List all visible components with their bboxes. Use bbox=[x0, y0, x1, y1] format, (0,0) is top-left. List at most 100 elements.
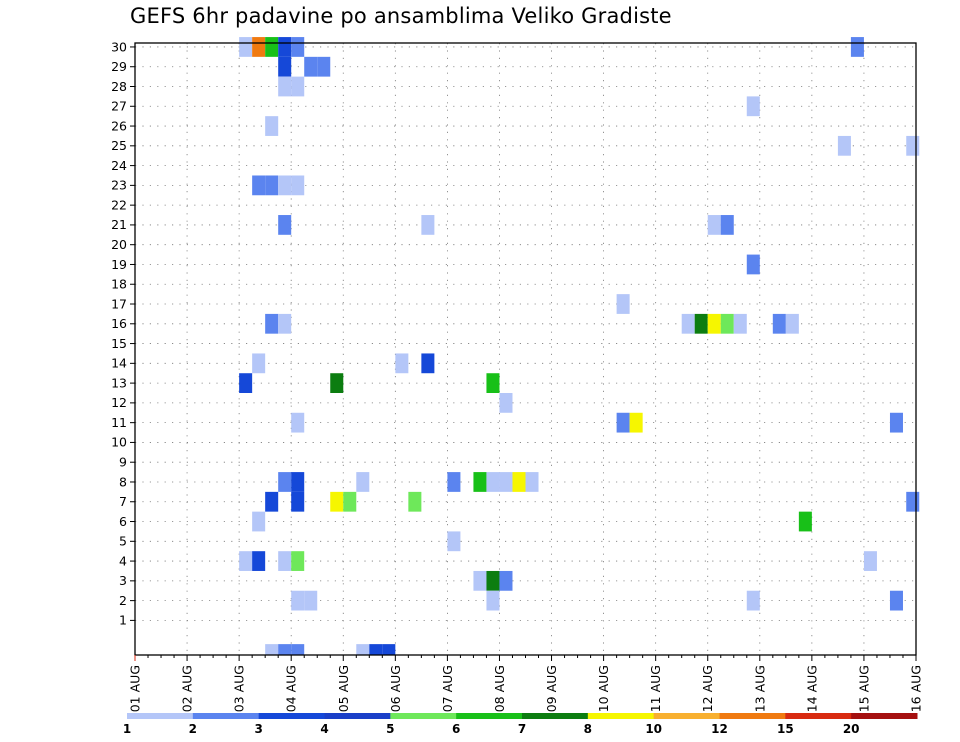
heatmap-cell bbox=[291, 644, 305, 655]
heatmap-cell bbox=[304, 56, 318, 77]
heatmap-cell bbox=[369, 644, 383, 655]
heatmap-cell bbox=[772, 313, 786, 334]
heatmap-cell bbox=[473, 472, 487, 492]
heatmap-cell bbox=[330, 373, 344, 393]
heatmap-cell bbox=[291, 37, 305, 57]
heatmap-cell bbox=[395, 353, 409, 374]
heatmap-cell bbox=[906, 491, 920, 512]
y-tick-label: 10 bbox=[111, 435, 127, 450]
heatmap-cell bbox=[317, 56, 331, 77]
heatmap-cell bbox=[291, 76, 305, 97]
y-tick-label: 13 bbox=[111, 375, 127, 390]
heatmap-cell bbox=[616, 294, 630, 314]
heatmap-cell bbox=[525, 472, 539, 492]
colorbar-label: 3 bbox=[254, 722, 262, 736]
x-tick-label: 07 AUG bbox=[440, 665, 455, 712]
heatmap-cell bbox=[252, 511, 266, 532]
colorbar-segment bbox=[719, 713, 786, 719]
heatmap-cell bbox=[798, 511, 812, 532]
x-tick-label: 06 AUG bbox=[388, 665, 403, 712]
heatmap-cell bbox=[291, 551, 305, 571]
y-tick-label: 16 bbox=[111, 316, 127, 331]
heatmap-cell bbox=[278, 644, 292, 655]
heatmap-cell bbox=[252, 175, 266, 196]
x-tick-label: 05 AUG bbox=[336, 665, 351, 712]
x-tick-label: 09 AUG bbox=[544, 665, 559, 712]
y-tick-label: 23 bbox=[111, 178, 127, 193]
colorbar-segment bbox=[587, 713, 655, 719]
heatmap-cell bbox=[278, 313, 292, 334]
heatmap-cell bbox=[278, 215, 292, 235]
y-tick-label: 20 bbox=[111, 237, 127, 252]
heatmap-cell bbox=[447, 531, 461, 552]
y-tick-label: 5 bbox=[119, 534, 127, 549]
heatmap-cell bbox=[512, 472, 526, 492]
y-tick-label: 9 bbox=[119, 455, 127, 470]
heatmap-cells bbox=[239, 37, 920, 655]
y-tick-label: 12 bbox=[111, 395, 127, 410]
heatmap-cell bbox=[265, 491, 279, 512]
heatmap-cell bbox=[499, 472, 513, 492]
y-tick-label: 18 bbox=[111, 277, 127, 292]
heatmap-cell bbox=[850, 37, 864, 57]
y-tick-label: 1 bbox=[119, 613, 127, 628]
colorbar-label: 2 bbox=[189, 722, 197, 736]
colorbar-segment bbox=[324, 713, 391, 719]
heatmap-cell bbox=[291, 412, 305, 433]
heatmap-cell bbox=[356, 472, 370, 492]
colorbar-segment bbox=[456, 713, 523, 719]
heatmap-cell bbox=[265, 175, 279, 196]
heatmap-cell bbox=[408, 491, 422, 512]
y-tick-label: 7 bbox=[119, 494, 127, 509]
heatmap-cell bbox=[486, 373, 500, 393]
heatmap-cell bbox=[265, 116, 279, 136]
heatmap-cell bbox=[252, 353, 266, 374]
heatmap-cell bbox=[265, 644, 279, 655]
chart-title: GEFS 6hr padavine po ansamblima Veliko G… bbox=[130, 4, 672, 28]
heatmap-cell bbox=[447, 472, 461, 492]
heatmap-cell bbox=[720, 215, 734, 235]
heatmap-cell bbox=[837, 135, 851, 156]
heatmap-cell bbox=[694, 313, 708, 334]
colorbar-segment bbox=[653, 713, 720, 719]
colorbar-segment bbox=[127, 713, 194, 719]
colorbar-segment bbox=[192, 713, 260, 719]
heatmap-cell bbox=[486, 570, 500, 591]
heatmap-cell bbox=[681, 313, 695, 334]
y-tick-label: 17 bbox=[111, 296, 127, 311]
heatmap-cell bbox=[421, 353, 435, 374]
colorbar-label: 6 bbox=[452, 722, 460, 736]
colorbar-segment bbox=[522, 713, 589, 719]
heatmap-cell bbox=[421, 215, 435, 235]
y-tick-label: 14 bbox=[111, 356, 127, 371]
x-tick-label: 03 AUG bbox=[232, 665, 247, 712]
x-tick-label: 08 AUG bbox=[492, 665, 507, 712]
heatmap-cell bbox=[278, 472, 292, 492]
heatmap-cell bbox=[278, 551, 292, 571]
x-tick-label: 11 AUG bbox=[648, 665, 663, 712]
heatmap-cell bbox=[278, 37, 292, 57]
heatmap-cell bbox=[486, 472, 500, 492]
colorbar-label: 15 bbox=[777, 722, 794, 736]
colorbar-label: 7 bbox=[518, 722, 526, 736]
heatmap-cell bbox=[707, 215, 721, 235]
heatmap-cell bbox=[499, 392, 513, 413]
heatmap-cell bbox=[291, 472, 305, 492]
y-tick-label: 22 bbox=[111, 197, 127, 212]
heatmap-cell bbox=[746, 96, 760, 117]
y-tick-label: 2 bbox=[119, 593, 127, 608]
colorbar-label: 12 bbox=[711, 722, 728, 736]
y-tick-label: 25 bbox=[111, 138, 127, 153]
x-tick-label: 01 AUG bbox=[128, 665, 143, 712]
y-tick-label: 11 bbox=[111, 415, 127, 430]
colorbar-segment bbox=[785, 713, 852, 719]
heatmap-cell bbox=[343, 491, 357, 512]
colorbar bbox=[127, 713, 918, 719]
colorbar-label: 1 bbox=[123, 722, 131, 736]
y-tick-label: 19 bbox=[111, 257, 127, 272]
y-tick-label: 3 bbox=[119, 573, 127, 588]
heatmap-cell bbox=[889, 412, 903, 433]
colorbar-label: 5 bbox=[386, 722, 394, 736]
heatmap-cell bbox=[486, 590, 500, 611]
